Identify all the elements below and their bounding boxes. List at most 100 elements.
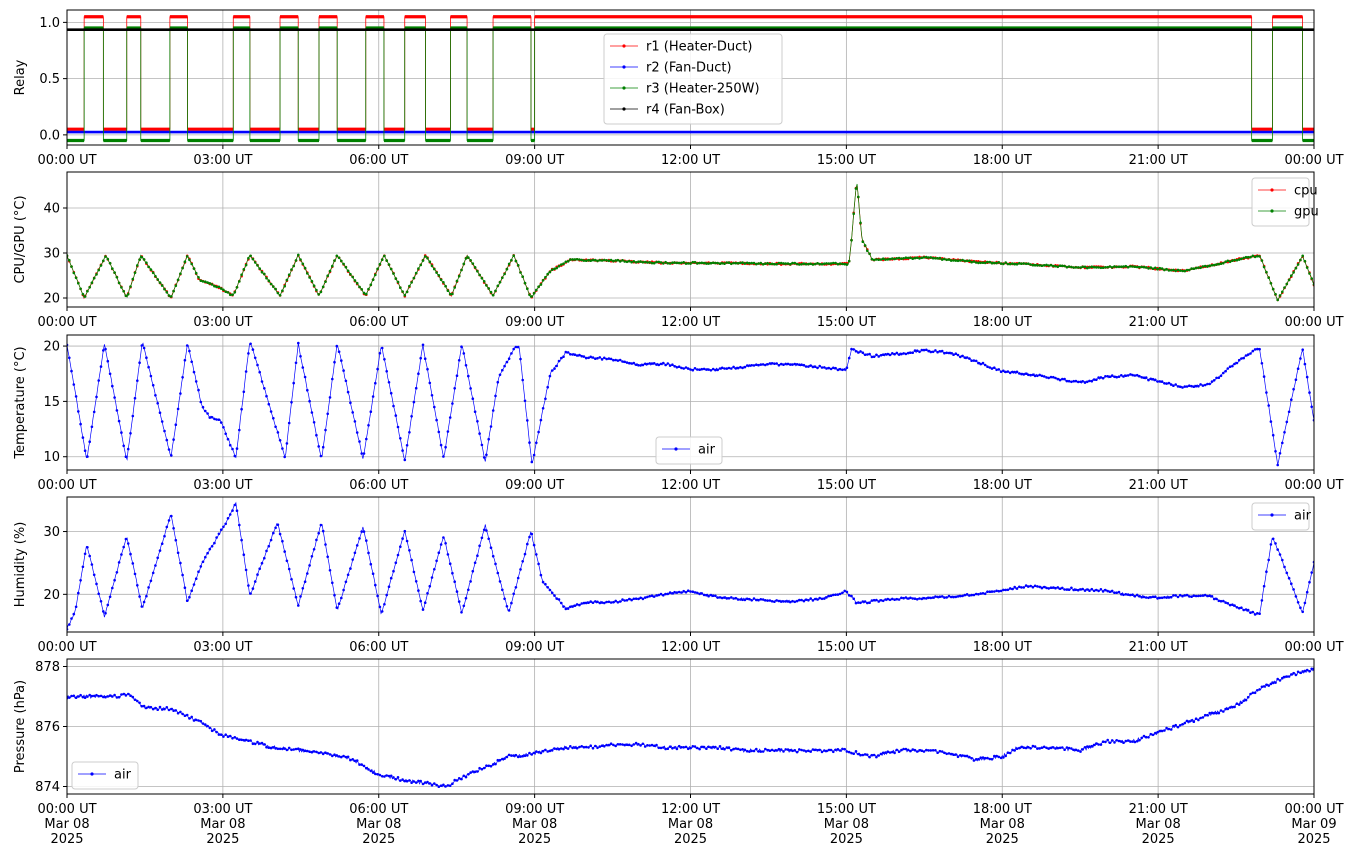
data-point: [843, 368, 846, 371]
data-point: [321, 529, 325, 533]
data-point: [131, 414, 135, 418]
data-point: [224, 733, 227, 736]
data-point: [428, 584, 432, 588]
data-point: [986, 260, 989, 264]
data-point: [1237, 703, 1241, 706]
data-point: [693, 591, 697, 594]
data-point: [383, 358, 386, 361]
data-point: [378, 351, 382, 355]
data-point: [539, 418, 543, 422]
data-point: [70, 369, 73, 373]
data-point: [460, 777, 463, 781]
data-point: [755, 598, 758, 602]
data-point: [501, 757, 504, 761]
data-point: [306, 749, 309, 753]
data-point: [165, 438, 169, 442]
data-point: [77, 695, 80, 698]
data-point: [784, 748, 787, 751]
data-point: [807, 599, 810, 602]
data-point: [142, 704, 146, 708]
data-point: [761, 598, 765, 601]
data-point: [1181, 386, 1184, 389]
data-point: [761, 263, 765, 266]
data-point: [489, 546, 493, 549]
y-tick-label: 876: [35, 720, 60, 735]
data-point: [1140, 265, 1143, 269]
data-point: [88, 286, 91, 289]
data-point: [1135, 373, 1139, 377]
data-point: [453, 778, 457, 782]
x-tick-label: 12:00 UT: [661, 478, 720, 493]
data-point: [841, 747, 844, 751]
data-point: [777, 599, 781, 603]
data-point: [868, 601, 871, 604]
data-point: [346, 755, 350, 759]
data-point: [380, 775, 384, 778]
data-point: [618, 260, 622, 263]
data-point: [918, 257, 921, 260]
data-point: [859, 601, 862, 605]
data-point: [940, 595, 944, 598]
data-point: [129, 694, 132, 697]
data-point: [294, 747, 298, 751]
data-point: [677, 590, 681, 594]
data-point: [394, 277, 398, 280]
data-point: [319, 454, 323, 458]
data-point: [857, 195, 860, 199]
data-point: [278, 532, 282, 536]
data-point: [1274, 542, 1277, 545]
data-point: [83, 449, 87, 453]
data-point: [795, 599, 799, 603]
data-point: [1249, 611, 1252, 614]
data-point: [355, 759, 359, 762]
data-point: [596, 259, 599, 263]
data-point: [743, 748, 747, 752]
data-point: [952, 753, 955, 756]
data-point: [514, 753, 518, 757]
data-point: [759, 261, 763, 265]
data-point: [192, 267, 196, 270]
data-point: [1292, 387, 1295, 391]
data-point: [816, 366, 819, 370]
data-point: [655, 594, 658, 597]
data-point: [485, 453, 488, 457]
data-point: [1253, 348, 1257, 351]
data-point: [664, 747, 667, 751]
data-point: [918, 350, 921, 354]
data-point: [317, 445, 321, 448]
data-point: [961, 594, 964, 598]
data-point: [342, 754, 345, 758]
plot-area: [67, 183, 1314, 302]
data-point: [426, 257, 429, 260]
data-point: [292, 748, 296, 751]
data-point: [947, 752, 951, 755]
data-point: [641, 742, 645, 746]
data-point: [408, 284, 411, 288]
data-point: [219, 421, 223, 424]
data-point: [707, 594, 710, 598]
y-tick-label: 0.5: [39, 72, 60, 87]
data-point: [777, 364, 781, 367]
data-point: [1058, 587, 1062, 590]
data-point: [761, 363, 765, 366]
data-point: [1197, 266, 1200, 269]
data-point: [340, 596, 343, 600]
data-point: [1138, 595, 1141, 598]
data-point: [990, 757, 994, 761]
data-point: [251, 742, 255, 746]
data-point: [999, 262, 1003, 265]
data-point: [757, 363, 760, 367]
data-point: [231, 293, 234, 297]
data-point: [922, 256, 926, 259]
data-point: [476, 270, 479, 273]
data-point: [510, 258, 513, 262]
data-point: [331, 754, 334, 758]
data-point: [702, 593, 706, 597]
data-point: [1011, 748, 1014, 752]
data-point: [741, 598, 744, 602]
data-point: [632, 260, 636, 263]
data-point: [541, 749, 545, 753]
data-point: [863, 244, 867, 247]
data-point: [929, 256, 933, 259]
data-point: [147, 705, 150, 709]
